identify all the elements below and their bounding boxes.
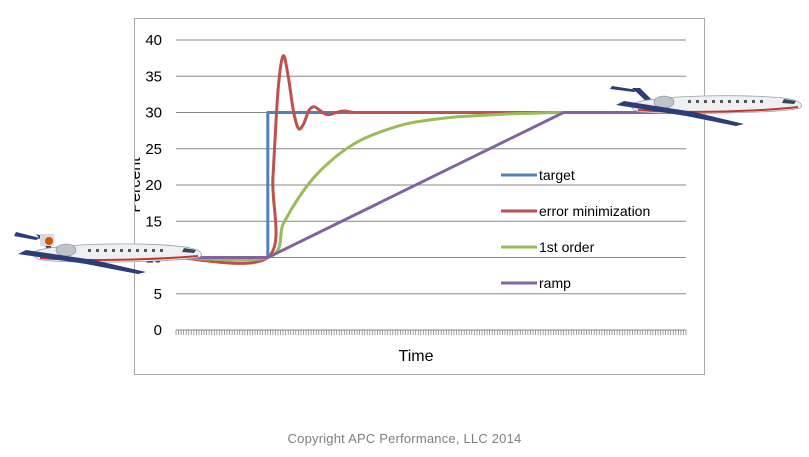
- line-chart: 0510152025303540PercentTimetargeterror m…: [135, 32, 687, 365]
- x-axis-title: Time: [399, 348, 434, 365]
- legend-label: 1st order: [539, 239, 595, 255]
- y-axis-title: Percent: [135, 157, 144, 213]
- y-tick-label: 25: [145, 141, 162, 158]
- y-tick-label: 30: [145, 105, 162, 122]
- series-line-error-minimization: [175, 54, 687, 265]
- chart-frame: 0510152025303540PercentTimetargeterror m…: [134, 18, 705, 375]
- legend-label: error minimization: [539, 203, 650, 219]
- y-tick-label: 0: [154, 322, 162, 339]
- y-tick-label: 40: [145, 32, 162, 49]
- series-line-ramp: [176, 111, 686, 259]
- legend-label: target: [539, 167, 575, 183]
- airplane-icon: [14, 232, 202, 274]
- copyright-text: Copyright APC Performance, LLC 2014: [287, 431, 522, 446]
- y-tick-label: 20: [145, 177, 162, 194]
- y-tick-label: 5: [154, 286, 162, 303]
- series-line-1st-order: [175, 110, 687, 262]
- y-tick-label: 35: [145, 68, 162, 85]
- legend-label: ramp: [539, 275, 571, 291]
- airplane-icon: [610, 86, 802, 126]
- y-tick-label: 15: [145, 213, 162, 230]
